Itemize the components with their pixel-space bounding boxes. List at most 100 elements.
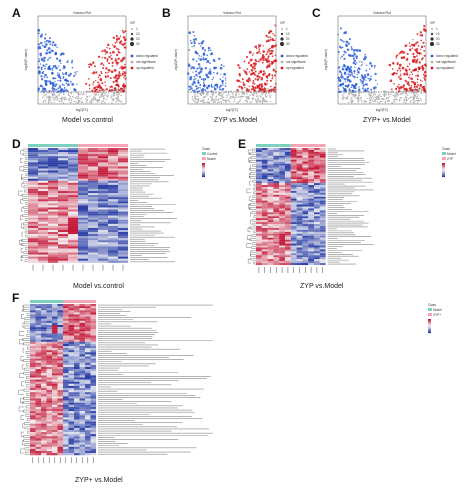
heatmap-cell: [35, 341, 42, 344]
volcano-point-ns: [243, 95, 245, 98]
heatmap-cell: [68, 392, 75, 395]
volcano-point: [272, 32, 274, 35]
volcano-point-ns: [247, 96, 249, 98]
volcano-point: [395, 88, 398, 91]
heatmap-cell: [30, 375, 36, 378]
heatmap-cell: [256, 253, 262, 256]
heatmap-cell: [58, 250, 69, 253]
heatmap-cell: [35, 339, 42, 342]
heatmap-cell: [68, 320, 75, 323]
legend-color-label: not significant: [436, 60, 456, 64]
heatmap-cell: [79, 442, 86, 445]
heatmap-cell: [30, 331, 36, 334]
heatmap-cell: [290, 153, 297, 156]
legend-size-marker: [129, 41, 135, 47]
volcano-point: [398, 86, 401, 90]
heatmap-cell: [68, 356, 75, 359]
volcano-point: [40, 57, 44, 60]
heatmap-cell: [118, 258, 129, 261]
dendrogram-branch: [251, 218, 256, 222]
heatmap-cell: [79, 356, 86, 359]
volcano-point: [417, 83, 419, 86]
heatmap-cell: [38, 221, 49, 224]
heatmap-cell: [118, 252, 129, 255]
heatmap-cell: [267, 261, 274, 264]
volcano-point-ns: [106, 96, 109, 98]
volcano-point: [88, 66, 91, 68]
heatmap-cell: [63, 396, 69, 399]
heatmap-cell: [279, 200, 286, 203]
heatmap-cell: [85, 427, 91, 431]
heatmap-cell: [90, 394, 97, 397]
volcano-point-ns: [384, 100, 387, 103]
row-dendrogram: [246, 148, 256, 265]
heatmap-cell: [57, 421, 64, 424]
heatmap-cell: [85, 434, 91, 437]
volcano-point: [106, 58, 109, 61]
heatmap-cell: [68, 164, 79, 167]
heatmap-cell: [302, 169, 309, 172]
heatmap-cell: [290, 216, 297, 219]
heatmap-cell: [57, 438, 64, 441]
heatmap-cell: [290, 220, 297, 223]
volcano-point-ns: [360, 96, 362, 99]
heatmap-cell: [319, 241, 326, 244]
heatmap-cell: [267, 159, 274, 162]
heatmap-cell: [319, 169, 326, 172]
heatmap-cell: [46, 425, 53, 428]
volcano-point: [202, 58, 205, 61]
volcano-point-ns: [417, 94, 419, 96]
volcano-point-ns: [43, 95, 45, 97]
dendrogram-branch: [19, 398, 24, 403]
heatmap-cell: [58, 254, 69, 257]
heatmap-cell: [108, 238, 119, 241]
volcano-point: [390, 88, 393, 91]
heatmap-cell: [63, 440, 69, 443]
volcano-point: [405, 88, 408, 91]
volcano-point: [238, 66, 241, 69]
heatmap-cell: [52, 448, 58, 452]
volcano-point: [417, 71, 419, 73]
heatmap-cell: [38, 184, 49, 187]
heatmap-cell: [46, 417, 53, 420]
heatmap-cell: [79, 413, 86, 416]
volcano-point-ns: [357, 101, 359, 103]
heatmap-cell: [279, 216, 286, 219]
volcano-point: [124, 74, 126, 77]
heatmap-cell: [35, 425, 42, 428]
heatmap-cell: [68, 362, 75, 365]
heatmap-cell: [108, 201, 119, 204]
volcano-point-ns: [98, 99, 100, 102]
heatmap-cell: [58, 174, 69, 177]
heatmap-cell: [314, 231, 320, 234]
heatmap-cell: [46, 430, 53, 433]
volcano-point-ns: [222, 93, 224, 95]
volcano-point: [252, 71, 255, 75]
heatmap-cell: [273, 218, 280, 221]
heatmap-cell: [279, 255, 286, 258]
volcano-point: [121, 57, 125, 61]
heatmap-cell: [68, 432, 75, 435]
heatmap-cell: [290, 235, 297, 238]
heatmap-cell: [256, 202, 262, 205]
volcano-point: [409, 86, 413, 90]
heatmap-cell: [28, 154, 39, 157]
volcano-point: [363, 76, 367, 79]
volcano-point: [271, 74, 274, 77]
volcano-point: [262, 55, 265, 59]
volcano-point: [45, 39, 48, 42]
volcano-point-ns: [218, 92, 221, 94]
dendrogram-branch: [247, 235, 251, 240]
heatmap-cell: [78, 172, 89, 175]
heatmap-cell: [302, 218, 309, 221]
heatmap-cell: [68, 182, 79, 185]
heatmap-cell: [285, 224, 291, 227]
volcano-point: [344, 31, 348, 34]
heatmap-cell: [38, 260, 49, 263]
volcano-point-ns: [201, 90, 203, 93]
volcano-point: [52, 85, 54, 87]
heatmap-cell: [319, 222, 326, 225]
heatmap-cell: [302, 245, 309, 248]
volcano-point-ns: [341, 97, 344, 99]
volcano-point: [416, 58, 419, 61]
